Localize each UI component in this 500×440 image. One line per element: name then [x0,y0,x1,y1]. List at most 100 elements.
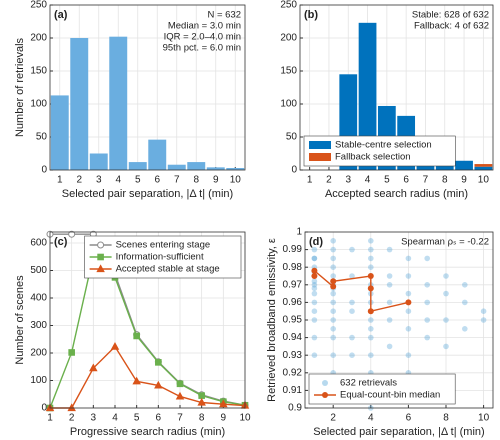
point [311,278,318,285]
point [424,255,431,262]
bar [226,168,245,170]
legend-label: Accepted stable at stage [116,264,220,275]
y-tick-label: 50 [36,132,48,143]
point [368,246,374,253]
point [311,299,318,306]
y-tick-label: 150 [280,66,297,77]
y-axis-label: Number of scenes [14,275,26,365]
y-tick-label: 1 [296,227,302,238]
point [349,246,355,253]
marker [175,391,185,400]
x-tick-label: 10 [230,175,242,186]
x-axis-label: Selected pair separation, |Δ t| (min) [313,426,484,438]
point [386,273,393,279]
series-line [50,345,246,409]
point [462,299,468,306]
point [386,299,393,306]
bar [128,162,147,170]
x-tick-label: 8 [442,175,448,186]
panel-label: (b) [304,9,318,21]
point [330,299,337,306]
plot-frame [49,4,246,171]
y-tick-label: 100 [280,99,297,110]
point [405,299,412,306]
annotation: Spearman ρₛ = -0.22 [401,237,489,248]
annotation: 95th pct. = 6.0 min [163,43,241,54]
point [443,290,449,297]
marker [197,397,206,406]
point [405,255,412,262]
legend: Scenes entering stageInformation-suffici… [84,235,242,279]
panel-label: (d) [309,236,323,248]
x-axis-label: Accepted search radius (min) [325,188,468,200]
annotation: Median = 3.0 min [168,21,241,32]
y-tick-label: 0 [291,165,297,176]
x-tick-label: 6 [154,175,160,186]
x-tick-label: 5 [134,413,140,424]
series-line [49,254,246,409]
legend-label: Equal-count-bin median [340,390,440,401]
marker [89,363,98,372]
panel: 0 50 100 150 200 250 1 2 3 4 5 6 7 8 9 10 (a) N = 632Medi… [14,0,246,200]
x-tick-label: 2 [69,413,75,424]
marker [154,380,163,389]
y-tick-label: 100 [30,375,47,386]
y-tick-label: 250 [280,0,297,11]
point [462,282,468,288]
point [349,299,355,306]
point [368,326,374,332]
point [368,352,374,359]
x-tick-label: 4 [365,175,371,186]
x-tick-label: 7 [174,175,180,186]
y-tick-label: 250 [30,0,47,11]
x-tick-label: 3 [91,413,97,424]
point [367,273,374,279]
x-tick-label: 7 [177,413,183,424]
point [349,334,355,341]
point [368,238,374,244]
y-tick-label: 0 [41,403,47,414]
y-tick-label: 600 [30,238,47,249]
bar-segment [474,166,493,170]
x-tick-label: 5 [135,175,141,186]
point [330,273,337,279]
point [424,282,431,288]
panel: 0 100 200 300 400 500 600 1 2 3 4 5 6 7 8 9 10 (c) Progres… [14,230,251,438]
marker [219,399,228,408]
annotation: Fallback: 4 of 632 [414,21,489,32]
x-tick-label: 8 [193,175,199,186]
point [368,334,374,341]
point [330,238,337,244]
y-tick-label: 200 [280,33,297,44]
x-tick-label: 2 [76,175,82,186]
x-tick-label: 6 [403,175,409,186]
y-tick-label: 0.9 [288,403,302,414]
x-tick-label: 10 [478,175,490,186]
point [386,282,393,288]
marker [97,241,105,249]
marker [133,332,140,340]
bar [167,164,186,170]
marker [110,342,120,350]
point [424,317,431,323]
point [330,352,337,359]
marker [67,403,76,412]
point [311,255,318,262]
y-tick-label: 0.94 [283,332,303,343]
point [443,317,449,323]
plot-frame [49,231,246,409]
bar-segment [455,160,473,170]
legend-swatch [309,153,331,161]
point [330,317,337,323]
x-tick-label: 9 [221,413,227,424]
bar [50,95,69,170]
point [311,267,318,274]
point [330,308,337,315]
point [368,317,374,323]
point [311,273,318,279]
point [424,334,431,341]
y-tick-label: 0.97 [283,279,303,290]
bar [187,162,206,170]
x-tick-label: 1 [307,175,313,186]
